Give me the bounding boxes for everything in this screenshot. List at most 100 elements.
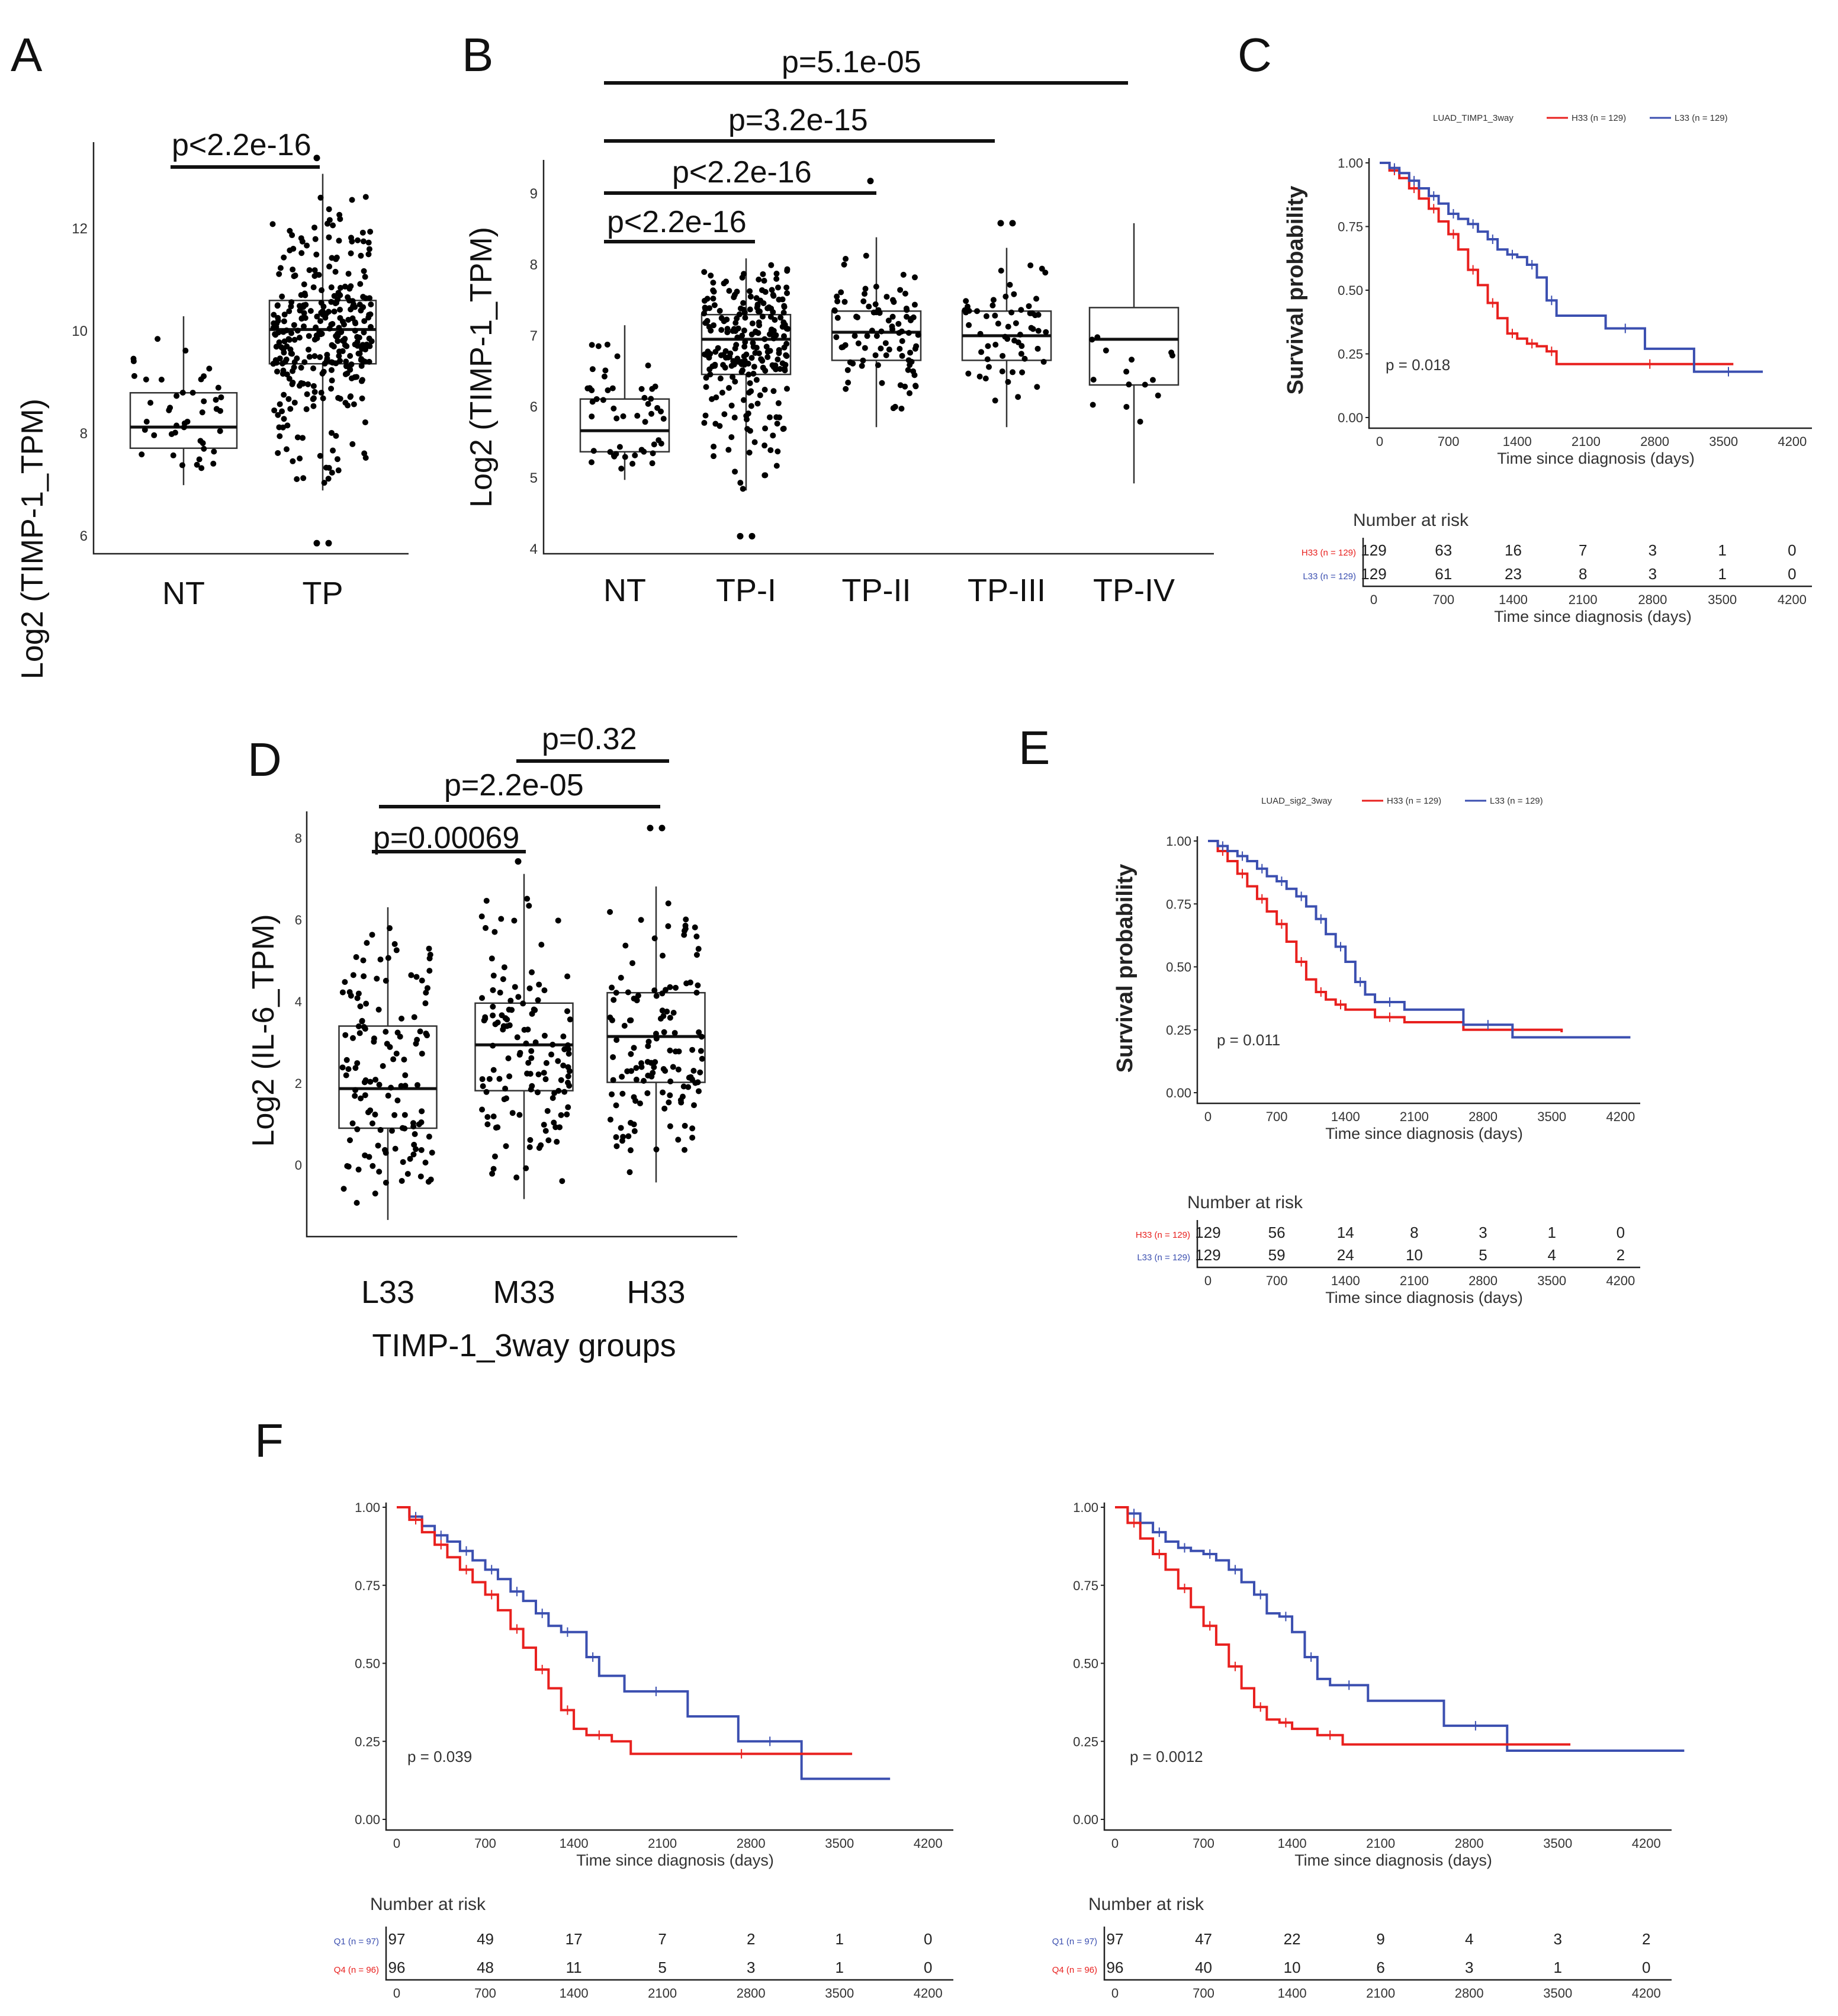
risk-value: 3 <box>1465 1959 1473 1976</box>
data-point <box>706 324 712 330</box>
km-ytick: 0.25 <box>1338 347 1363 362</box>
panel-e-legend-title: LUAD_sig2_3way <box>1261 796 1332 806</box>
data-point <box>670 1064 676 1070</box>
data-point <box>671 1030 678 1036</box>
data-point <box>622 454 628 460</box>
data-point <box>361 1079 368 1086</box>
data-point <box>645 362 651 369</box>
data-point <box>198 465 205 471</box>
data-point <box>1042 269 1049 276</box>
km-curve-l33 <box>1208 840 1631 1039</box>
risk-value: 4 <box>1547 1246 1556 1264</box>
outlier-point <box>997 220 1004 227</box>
panel-b-pvalue: p<2.2e-16 <box>607 205 747 239</box>
panel-b-ytick: 5 <box>530 470 538 486</box>
data-point <box>649 386 655 392</box>
risk-row-label: H33 (n = 129) <box>1302 548 1356 558</box>
data-point <box>173 422 180 429</box>
data-point <box>419 1051 425 1057</box>
panel-b-ytick: 6 <box>530 399 538 415</box>
data-point <box>775 400 782 406</box>
data-point <box>620 413 626 419</box>
data-point <box>352 328 358 334</box>
data-point <box>618 974 624 981</box>
data-point <box>360 294 367 300</box>
data-point <box>343 363 349 370</box>
data-point <box>356 301 363 308</box>
panel-d-xlabel: TIMP-1_3way groups <box>372 1328 676 1363</box>
panel-a-ytick: 6 <box>80 528 88 544</box>
data-point <box>426 968 433 974</box>
data-point <box>734 315 740 322</box>
data-point <box>1011 338 1018 344</box>
data-point <box>661 1029 667 1035</box>
data-point <box>683 916 689 923</box>
km-ytick: 1.00 <box>1338 156 1363 171</box>
data-point <box>486 1076 493 1082</box>
data-point <box>676 1048 682 1055</box>
data-point <box>638 1060 644 1067</box>
data-point <box>368 301 374 308</box>
data-point <box>660 416 667 422</box>
data-point <box>483 924 489 931</box>
km-ytick: 0.25 <box>355 1734 380 1749</box>
data-point <box>155 336 161 342</box>
data-point <box>372 1077 379 1083</box>
data-point <box>1027 310 1033 316</box>
data-point <box>545 1137 552 1144</box>
data-point <box>300 435 306 441</box>
data-point <box>601 373 608 380</box>
data-point <box>610 405 617 412</box>
data-point <box>889 323 895 330</box>
panel-a: Log2 (TIMP-1_TPM) 6 8 10 12 NT TP p<2.2e… <box>15 128 409 679</box>
risk-value: 2 <box>1642 1930 1650 1948</box>
data-point <box>483 897 490 904</box>
panel-d-ylabel: Log2 (IL-6_TPM) <box>246 914 281 1147</box>
km-curve-q1 <box>1115 1506 1685 1752</box>
data-point <box>543 1060 550 1066</box>
data-point <box>354 995 361 1001</box>
risk-value: 9 <box>1376 1930 1384 1948</box>
risk-xtick: 700 <box>474 1986 496 2001</box>
data-point <box>375 1142 381 1149</box>
data-point <box>535 997 541 1003</box>
data-point <box>398 1083 404 1089</box>
data-point <box>542 1076 549 1083</box>
data-point <box>747 306 753 313</box>
data-point <box>179 462 185 468</box>
data-point <box>288 299 295 306</box>
data-point <box>310 284 317 291</box>
data-point <box>516 1112 523 1118</box>
data-point <box>531 1006 537 1013</box>
km-xlabel: Time since diagnosis (days) <box>576 1851 774 1869</box>
data-point <box>677 1097 684 1103</box>
data-point <box>319 308 326 314</box>
data-point <box>1019 369 1026 375</box>
data-point <box>635 993 641 999</box>
risk-row-label: H33 (n = 129) <box>1136 1230 1190 1240</box>
km-xtick: 0 <box>1111 1836 1119 1851</box>
data-point <box>768 262 775 268</box>
risk-value: 129 <box>1195 1246 1220 1264</box>
data-point <box>711 444 717 450</box>
data-point <box>320 395 326 402</box>
risk-value: 48 <box>477 1959 494 1976</box>
panel-a-pvalue: p<2.2e-16 <box>172 128 311 162</box>
data-point <box>1090 377 1097 383</box>
data-point <box>291 322 297 328</box>
data-point <box>201 445 207 452</box>
data-point <box>1126 381 1132 388</box>
data-point <box>542 1128 549 1134</box>
data-point <box>367 1107 374 1113</box>
data-point <box>680 1083 687 1090</box>
data-point <box>984 356 991 362</box>
data-point <box>401 1125 408 1132</box>
km-xtick: 2800 <box>1455 1836 1484 1851</box>
data-point <box>732 328 738 334</box>
data-point <box>875 362 881 368</box>
data-point <box>279 293 285 300</box>
data-point <box>565 1104 571 1110</box>
data-point <box>369 1163 376 1169</box>
data-point <box>869 328 875 334</box>
data-point <box>520 1000 526 1007</box>
